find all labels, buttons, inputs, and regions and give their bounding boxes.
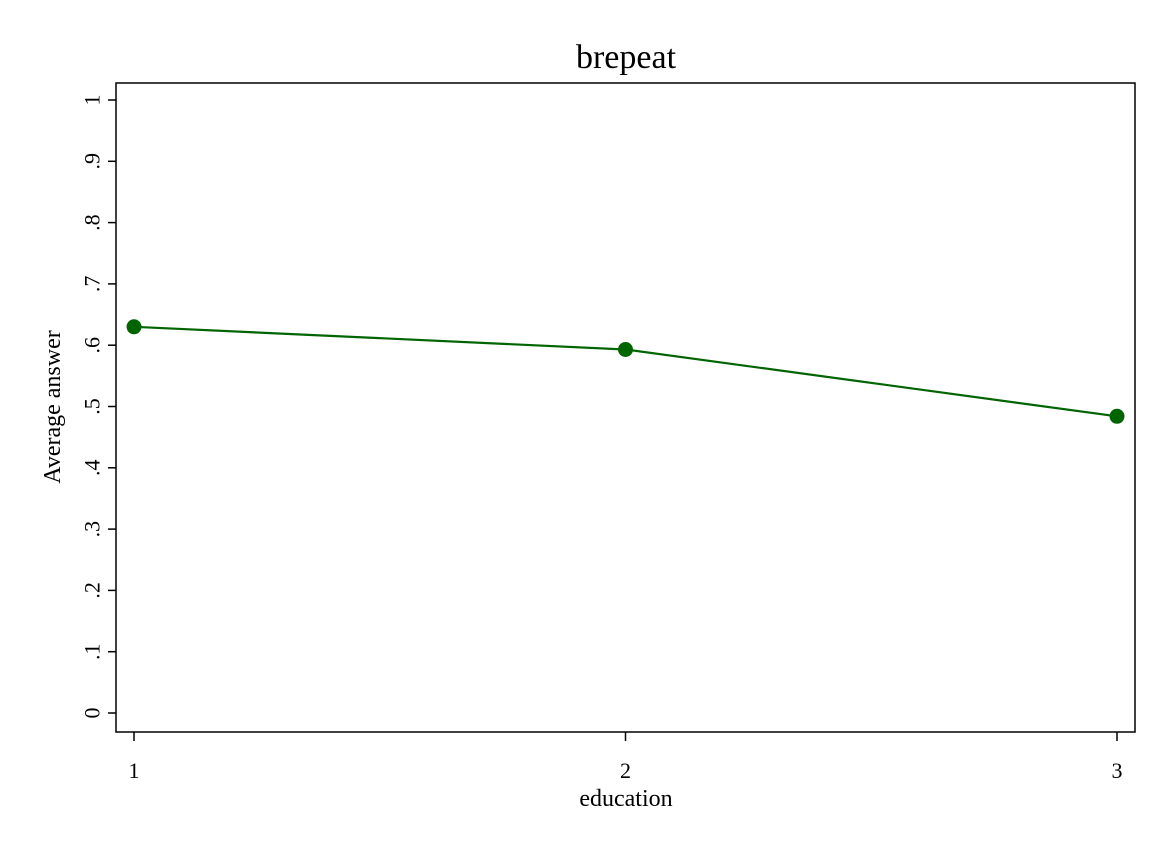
data-point xyxy=(1109,408,1125,424)
x-tick-label: 3 xyxy=(1112,758,1123,783)
y-tick-label: .9 xyxy=(80,153,105,170)
x-tick-label: 2 xyxy=(620,758,631,783)
y-tick-label: .7 xyxy=(80,276,105,293)
x-axis-label: education xyxy=(579,786,672,812)
y-tick-label: 1 xyxy=(80,95,105,106)
y-tick-label: .4 xyxy=(80,460,105,477)
y-tick-label: .5 xyxy=(80,398,105,415)
chart-title: brepeat xyxy=(576,39,677,76)
y-tick-label: .3 xyxy=(80,521,105,538)
y-tick-label: .6 xyxy=(80,337,105,354)
y-axis: 0 .1 .2 .3 .4 .5 .6 .7 .8 .9 1 xyxy=(80,95,116,719)
data-point xyxy=(618,341,633,357)
y-tick-label: .8 xyxy=(80,214,105,231)
x-axis: 1 2 3 xyxy=(129,732,1123,783)
data-point xyxy=(126,319,142,335)
series-layer xyxy=(126,319,1125,424)
y-tick-label: .1 xyxy=(80,643,105,660)
y-tick-label: 0 xyxy=(80,708,105,719)
x-tick-label: 1 xyxy=(129,758,140,783)
y-axis-label: Average answer xyxy=(40,330,66,483)
y-tick-label: .2 xyxy=(80,582,105,599)
